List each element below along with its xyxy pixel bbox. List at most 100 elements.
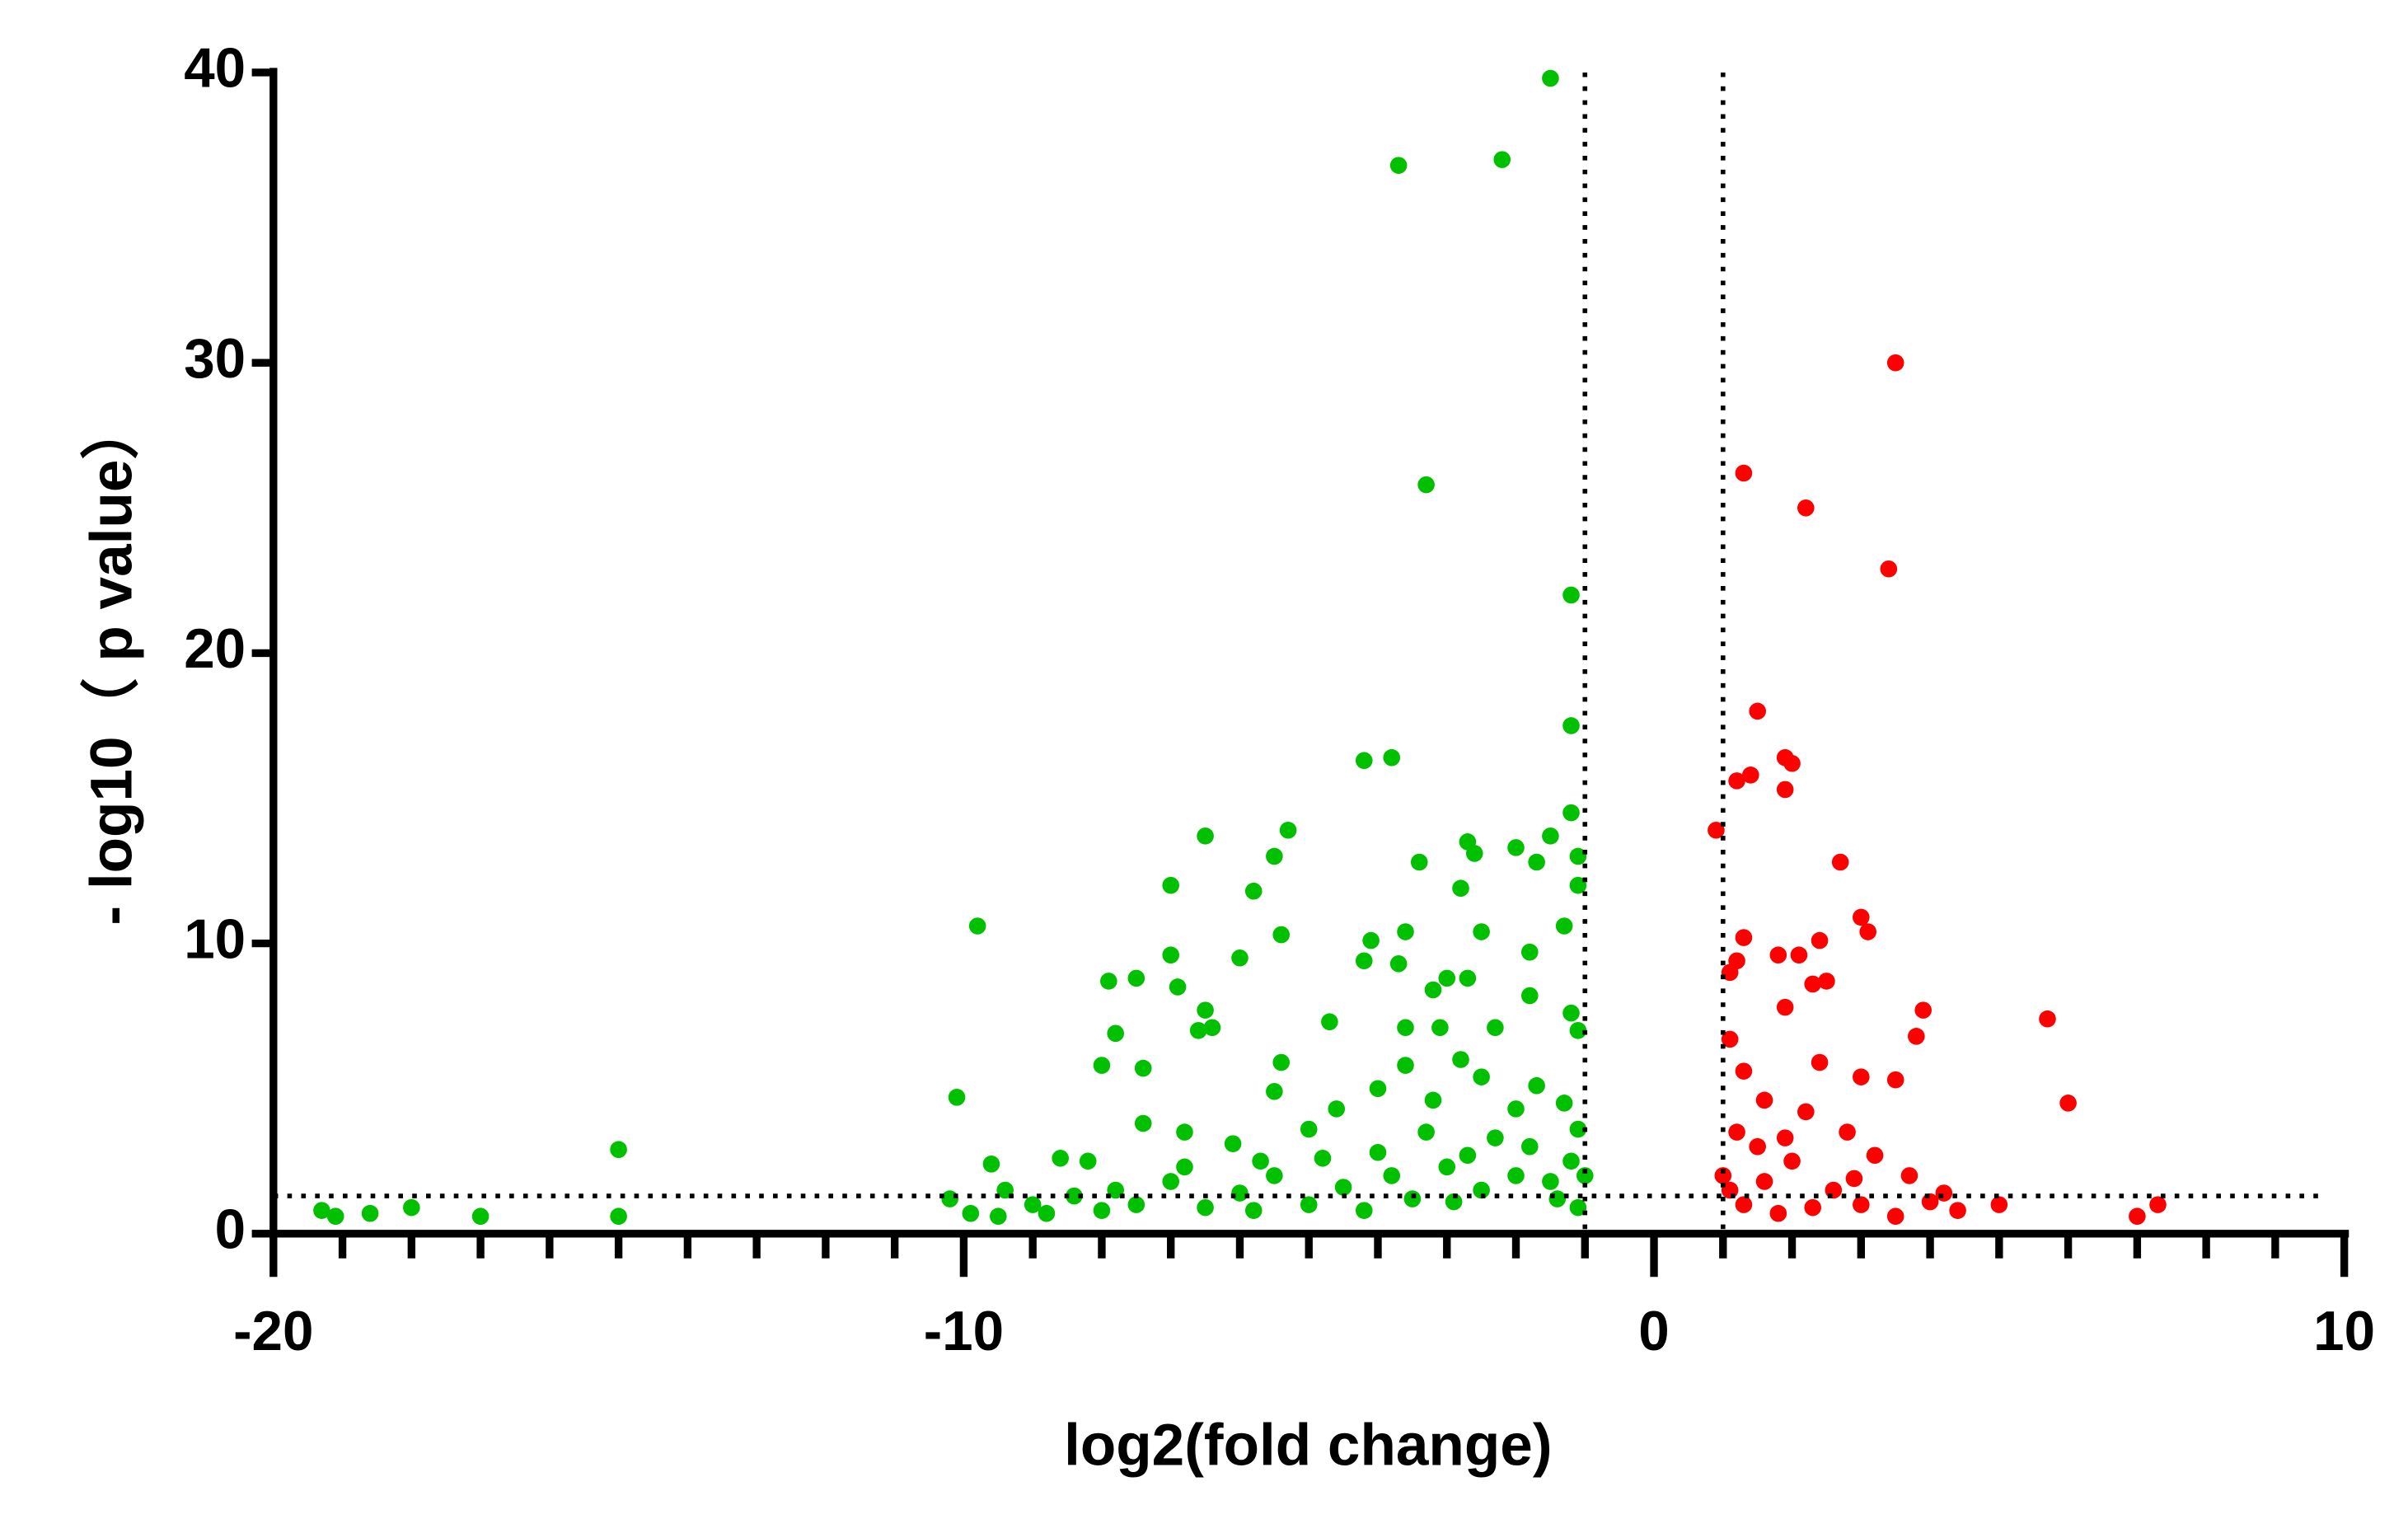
point [610,1207,627,1226]
point [1853,1068,1870,1085]
point [1162,1173,1180,1190]
y-tick-label: 40 [184,38,246,100]
point [1797,1103,1815,1121]
point [471,1207,490,1226]
point [1100,973,1117,990]
point [1410,853,1428,871]
point [1845,1170,1863,1188]
point [1176,1158,1193,1176]
point [1708,821,1725,839]
point [1493,151,1511,168]
point [1162,876,1180,894]
y-tick-label: 20 [184,618,246,680]
point [1334,1179,1352,1196]
y-tick-label: 30 [184,328,246,390]
point [1562,1152,1580,1170]
point [1749,1137,1766,1156]
point [1389,157,1408,174]
point [1369,1080,1387,1098]
point [1066,1187,1083,1205]
point [1853,1196,1870,1213]
point [1459,969,1477,987]
point [1776,781,1794,799]
point [313,1202,330,1219]
point [1397,923,1414,940]
point [1811,931,1829,949]
point [1804,1198,1821,1217]
point [1507,1167,1525,1184]
point [1825,1181,1843,1199]
point [1866,1146,1884,1165]
point [1776,1129,1794,1146]
point [1197,1198,1214,1217]
point [1542,69,1559,87]
point [2129,1207,2146,1226]
point [1783,1152,1801,1170]
point [1548,1190,1567,1207]
point [1914,1001,1932,1019]
point [1127,1196,1145,1213]
point [361,1204,379,1222]
point [1383,748,1401,767]
point [1397,1057,1414,1074]
point [1134,1114,1152,1132]
point [1403,1190,1422,1207]
point [2039,1010,2056,1028]
point [403,1198,420,1217]
x-axis-title: log2(fold change) [1064,1414,1552,1479]
point [990,1207,1007,1226]
point [1107,1181,1124,1199]
point [1562,804,1580,822]
point [1266,847,1283,865]
point [1714,1167,1732,1184]
point [1769,946,1787,964]
point [1473,1181,1490,1199]
point [1576,1167,1594,1184]
point [982,1156,1000,1173]
point [1755,1173,1773,1190]
point [610,1141,627,1158]
point [1569,847,1587,865]
point [1134,1059,1152,1077]
point [1555,1095,1573,1112]
point [1797,499,1815,517]
point [1562,586,1580,604]
point [1355,752,1373,770]
point [1790,946,1808,964]
point [1328,1100,1346,1118]
point [1272,926,1291,944]
point [1839,1123,1856,1141]
point [1231,1184,1249,1202]
point [1438,969,1456,987]
point [1735,1196,1753,1213]
point [1417,1123,1435,1141]
point [1783,754,1801,772]
point [1507,1100,1525,1118]
point [948,1089,966,1106]
point [1949,1202,1966,1219]
point [1562,717,1580,734]
point [1397,1019,1414,1037]
y-tick-label: 0 [215,1199,246,1261]
point [1804,975,1821,993]
x-tick-label: -20 [233,1301,313,1362]
point [1189,1022,1207,1039]
point [1749,702,1766,720]
point [1252,1152,1269,1170]
point [1169,978,1187,996]
point [1776,998,1794,1016]
point [1052,1149,1069,1167]
point [1853,908,1870,926]
point [1769,1204,1787,1222]
point [1459,1146,1477,1165]
point [968,917,986,935]
point [962,1204,980,1222]
y-tick-label: 10 [184,908,246,970]
point [1176,1123,1193,1141]
point [1224,1135,1242,1152]
point [1197,1001,1214,1019]
point [1314,1149,1332,1167]
point [1487,1019,1504,1037]
point [1024,1196,1042,1213]
